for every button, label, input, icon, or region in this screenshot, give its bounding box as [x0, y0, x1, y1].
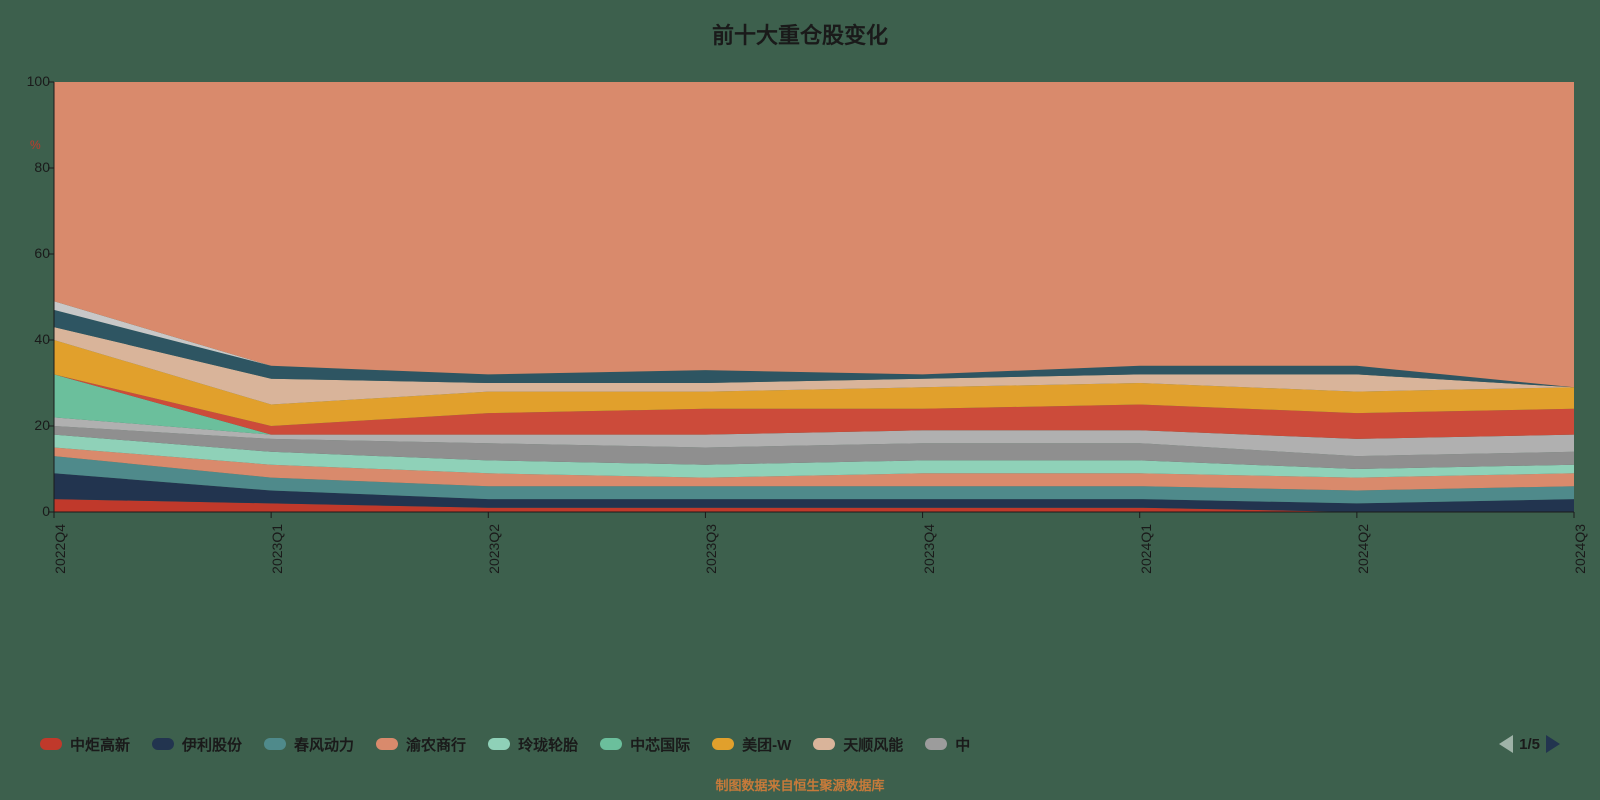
- legend-item[interactable]: 伊利股份: [152, 734, 242, 755]
- legend-chip: [813, 738, 835, 750]
- legend-label: 天顺风能: [843, 734, 903, 755]
- x-tick-label: 2023Q1: [269, 524, 285, 574]
- x-tick-label: 2024Q3: [1572, 524, 1588, 574]
- legend-chip: [376, 738, 398, 750]
- legend-item[interactable]: 中炬高新: [40, 734, 130, 755]
- legend-item[interactable]: 中芯国际: [600, 734, 690, 755]
- legend-item[interactable]: 玲珑轮胎: [488, 734, 578, 755]
- legend-chip: [40, 738, 62, 750]
- legend-prev-icon[interactable]: [1499, 735, 1513, 753]
- x-tick-label: 2023Q4: [921, 524, 937, 574]
- legend-label: 中芯国际: [630, 734, 690, 755]
- x-tick-label: 2024Q2: [1355, 524, 1371, 574]
- y-tick-label: 80: [16, 159, 50, 175]
- legend-page-text: 1/5: [1519, 736, 1540, 753]
- legend-label: 美团-W: [742, 734, 791, 755]
- y-tick-label: 20: [16, 417, 50, 433]
- legend-chip: [712, 738, 734, 750]
- area-series: [54, 82, 1574, 387]
- x-tick-label: 2023Q3: [703, 524, 719, 574]
- x-tick-label: 2022Q4: [52, 524, 68, 574]
- legend-label: 中: [955, 734, 970, 755]
- y-tick-label: 0: [16, 503, 50, 519]
- source-text: 制图数据来自恒生聚源数据库: [0, 775, 1600, 794]
- x-tick-label: 2024Q1: [1138, 524, 1154, 574]
- x-tick-label: 2023Q2: [486, 524, 502, 574]
- legend-label: 伊利股份: [182, 734, 242, 755]
- y-tick-label: 60: [16, 245, 50, 261]
- chart-title: 前十大重仓股变化: [0, 0, 1600, 50]
- legend-item[interactable]: 春风动力: [264, 734, 354, 755]
- legend-label: 中炬高新: [70, 734, 130, 755]
- legend-label: 玲珑轮胎: [518, 734, 578, 755]
- legend: 中炬高新 伊利股份 春风动力 渝农商行 玲珑轮胎 中芯国际 美团-W 天顺风能 中 1/5: [40, 728, 1560, 760]
- legend-chip: [152, 738, 174, 750]
- legend-chip: [600, 738, 622, 750]
- legend-label: 渝农商行: [406, 734, 466, 755]
- legend-chip: [264, 738, 286, 750]
- legend-chip: [925, 738, 947, 750]
- legend-item[interactable]: 渝农商行: [376, 734, 466, 755]
- y-tick-label: 100: [16, 73, 50, 89]
- legend-item[interactable]: 美团-W: [712, 734, 791, 755]
- legend-item[interactable]: 中: [925, 734, 970, 755]
- y-tick-label: 40: [16, 331, 50, 347]
- legend-label: 春风动力: [294, 734, 354, 755]
- legend-pager: 1/5: [1499, 735, 1560, 753]
- legend-next-icon[interactable]: [1546, 735, 1560, 753]
- legend-item[interactable]: 天顺风能: [813, 734, 903, 755]
- chart-container: 前十大重仓股变化 % 中炬高新 伊利股份 春风动力 渝农商行 玲珑轮胎 中芯国际 美团-W 天…: [0, 0, 1600, 800]
- y-axis-label: %: [30, 138, 41, 152]
- legend-chip: [488, 738, 510, 750]
